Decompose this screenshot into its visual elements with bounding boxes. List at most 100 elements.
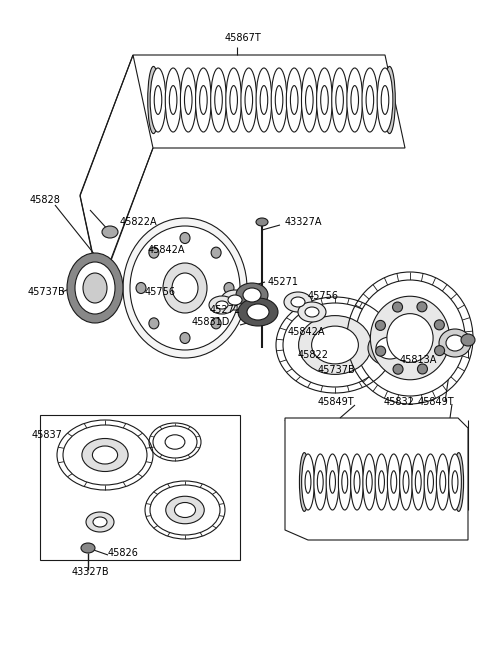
- Ellipse shape: [86, 512, 114, 532]
- Ellipse shape: [298, 302, 326, 322]
- Ellipse shape: [317, 471, 323, 493]
- Ellipse shape: [130, 226, 240, 350]
- Ellipse shape: [276, 86, 283, 115]
- Ellipse shape: [163, 263, 207, 313]
- Text: 45756: 45756: [145, 287, 176, 297]
- Ellipse shape: [211, 318, 221, 329]
- Ellipse shape: [290, 86, 298, 115]
- Ellipse shape: [428, 471, 433, 493]
- Ellipse shape: [63, 425, 147, 485]
- Ellipse shape: [243, 288, 261, 302]
- Ellipse shape: [180, 233, 190, 244]
- Text: 45828: 45828: [30, 195, 61, 205]
- Ellipse shape: [221, 290, 249, 310]
- Ellipse shape: [375, 320, 385, 330]
- Ellipse shape: [301, 68, 317, 132]
- Ellipse shape: [93, 517, 107, 527]
- Ellipse shape: [366, 86, 373, 115]
- Ellipse shape: [226, 68, 241, 132]
- Polygon shape: [133, 55, 405, 148]
- Ellipse shape: [452, 471, 458, 493]
- Ellipse shape: [92, 446, 118, 464]
- Ellipse shape: [228, 295, 242, 305]
- Ellipse shape: [449, 454, 461, 510]
- Ellipse shape: [446, 335, 464, 351]
- Ellipse shape: [81, 543, 95, 553]
- Ellipse shape: [336, 86, 343, 115]
- Ellipse shape: [384, 66, 396, 134]
- Ellipse shape: [377, 68, 393, 132]
- Text: 45756: 45756: [308, 291, 339, 301]
- Ellipse shape: [165, 68, 181, 132]
- Ellipse shape: [172, 273, 198, 303]
- Ellipse shape: [283, 303, 387, 387]
- Ellipse shape: [321, 86, 328, 115]
- Text: 45837: 45837: [32, 430, 63, 440]
- Ellipse shape: [301, 454, 314, 510]
- Ellipse shape: [291, 297, 305, 307]
- Ellipse shape: [400, 454, 412, 510]
- Ellipse shape: [224, 282, 234, 293]
- Ellipse shape: [102, 226, 118, 238]
- Ellipse shape: [403, 471, 409, 493]
- Text: 45737B: 45737B: [318, 365, 356, 375]
- Ellipse shape: [306, 86, 313, 115]
- Ellipse shape: [216, 301, 228, 309]
- Ellipse shape: [363, 454, 376, 510]
- Ellipse shape: [317, 68, 332, 132]
- Ellipse shape: [165, 435, 185, 449]
- Ellipse shape: [371, 296, 450, 380]
- Ellipse shape: [123, 218, 247, 358]
- Ellipse shape: [82, 438, 128, 472]
- Ellipse shape: [436, 454, 449, 510]
- Ellipse shape: [200, 86, 207, 115]
- Ellipse shape: [305, 471, 311, 493]
- Ellipse shape: [312, 326, 359, 364]
- Ellipse shape: [238, 298, 278, 326]
- Ellipse shape: [393, 302, 403, 312]
- Ellipse shape: [153, 426, 197, 458]
- Ellipse shape: [148, 66, 159, 134]
- Ellipse shape: [362, 68, 378, 132]
- Ellipse shape: [375, 454, 388, 510]
- Ellipse shape: [439, 329, 471, 357]
- Text: 45867T: 45867T: [225, 33, 262, 43]
- Ellipse shape: [338, 454, 351, 510]
- Ellipse shape: [215, 86, 222, 115]
- Ellipse shape: [350, 454, 363, 510]
- Ellipse shape: [368, 330, 412, 366]
- Ellipse shape: [440, 471, 446, 493]
- Ellipse shape: [241, 68, 257, 132]
- Ellipse shape: [245, 86, 252, 115]
- Ellipse shape: [184, 86, 192, 115]
- Ellipse shape: [287, 68, 302, 132]
- Ellipse shape: [454, 453, 464, 512]
- Ellipse shape: [393, 364, 403, 374]
- Text: 45831D: 45831D: [192, 317, 230, 327]
- Ellipse shape: [332, 68, 348, 132]
- Text: 45826: 45826: [108, 548, 139, 558]
- Ellipse shape: [412, 454, 425, 510]
- Text: 45832: 45832: [384, 397, 415, 407]
- Text: 45842A: 45842A: [148, 245, 185, 255]
- Ellipse shape: [326, 454, 339, 510]
- Ellipse shape: [424, 454, 437, 510]
- Ellipse shape: [67, 253, 123, 323]
- Ellipse shape: [434, 346, 444, 356]
- Ellipse shape: [260, 86, 268, 115]
- Ellipse shape: [256, 218, 268, 226]
- Text: 43327B: 43327B: [72, 567, 109, 577]
- Ellipse shape: [284, 292, 312, 312]
- Ellipse shape: [376, 337, 404, 359]
- Ellipse shape: [342, 471, 348, 493]
- Ellipse shape: [75, 262, 115, 314]
- Ellipse shape: [351, 86, 359, 115]
- Ellipse shape: [169, 86, 177, 115]
- Text: 45271: 45271: [210, 305, 241, 315]
- Ellipse shape: [379, 471, 384, 493]
- Ellipse shape: [256, 68, 272, 132]
- Ellipse shape: [175, 502, 195, 517]
- Text: 43327A: 43327A: [285, 217, 323, 227]
- Text: 45849T: 45849T: [318, 397, 355, 407]
- Ellipse shape: [149, 318, 159, 329]
